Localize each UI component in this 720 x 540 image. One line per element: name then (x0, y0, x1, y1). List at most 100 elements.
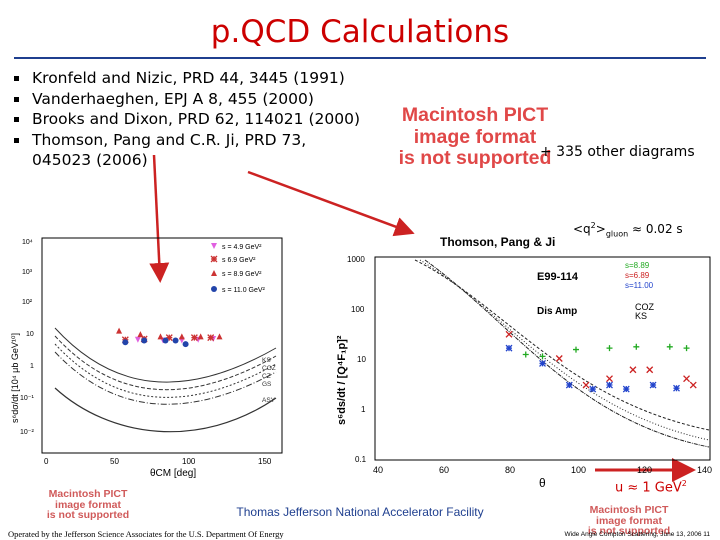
q2-value: ≈ 0.02 s (628, 222, 683, 236)
q2-sub: gluon (605, 229, 629, 239)
left-xtick-label: 0 (44, 457, 49, 466)
right-data-point (555, 355, 563, 362)
left-data-point (197, 333, 204, 340)
title-rule (14, 57, 706, 59)
right-data-point (666, 343, 673, 350)
footer-text: Wide Angle Compton Scattering, June 13, … (564, 531, 710, 538)
left-data-point (162, 337, 169, 344)
right-ytick-label: 10 (357, 355, 366, 364)
left-data-point (182, 341, 189, 348)
right-data-point (582, 381, 590, 389)
left-xtick-label: 50 (110, 457, 119, 466)
right-ytick-label: 100 (351, 305, 365, 314)
pict-line: is not supported (587, 525, 671, 537)
left-curve-label: KS (262, 357, 271, 364)
left-data-point (157, 333, 164, 340)
right-points (505, 330, 697, 393)
right-data-point (633, 343, 640, 350)
slide-title: p.QCD Calculations (210, 14, 510, 50)
operated-by: Operated by the Jefferson Science Associ… (8, 529, 284, 539)
left-data-point (190, 334, 198, 342)
left-xlabel: θCM [deg] (150, 468, 196, 479)
right-data-point (606, 345, 613, 352)
left-legend-entry: s = 11.0 GeV² (222, 287, 266, 294)
left-xtick-label: 100 (182, 457, 196, 466)
right-ylabel: s⁶ds/dt / [Q⁴F₁p]² (336, 335, 348, 425)
left-data-point (141, 337, 148, 344)
left-points (116, 327, 223, 348)
left-ytick-label: 10³ (22, 269, 33, 276)
u-value-sup: 2 (681, 479, 687, 488)
right-curve-ks (419, 259, 710, 441)
left-legend-marker (211, 243, 217, 249)
right-ytick-label: 0.1 (355, 455, 367, 464)
right-legend-entry: s=6.89 (625, 271, 650, 280)
right-data-point (565, 381, 573, 389)
right-data-point (649, 381, 657, 389)
list-item: Kronfeld and Nizic, PRD 44, 3445 (1991) (12, 68, 360, 89)
right-data-point (573, 346, 579, 353)
pict-line: is not supported (398, 147, 552, 169)
reference-list: Kronfeld and Nizic, PRD 44, 3445 (1991) … (12, 68, 360, 171)
left-curve-gs (54, 351, 277, 405)
pict-placeholder-right: Macintosh PICT image format is not suppo… (577, 505, 681, 537)
arrow-to-left-plot (149, 154, 170, 283)
right-data-point (505, 344, 513, 352)
left-ytick-label: 10⁴ (22, 239, 33, 246)
left-curve-label: GS (262, 381, 272, 388)
right-xtick-label: 60 (439, 465, 449, 475)
left-ytick-label: 10 (26, 331, 34, 338)
list-item: Vanderhaeghen, EPJ A 8, 455 (2000) (12, 89, 360, 110)
other-diagrams-note: + 335 other diagrams (540, 144, 695, 160)
pict-placeholder-left: Macintosh PICT image format is not suppo… (36, 489, 140, 521)
right-legend: s=8.89 s=6.89 s=11.00 (625, 261, 654, 290)
left-data-point (137, 331, 144, 338)
left-data-point (178, 333, 185, 340)
right-data-point (629, 366, 637, 374)
list-item: Brooks and Dixon, PRD 62, 114021 (2000) (12, 109, 360, 130)
right-chart-frame (374, 256, 711, 461)
right-data-point (522, 351, 529, 358)
pict-line: image format (55, 498, 121, 511)
left-legend-marker (211, 270, 217, 276)
left-data-point (116, 327, 123, 334)
right-curve-coz (414, 259, 710, 431)
left-data-point (122, 339, 129, 346)
right-xtick-label: 120 (637, 465, 652, 475)
left-legend-marker (210, 255, 218, 263)
right-chart-title: Thomson, Pang & Ji (440, 235, 555, 249)
right-xtick-label: 40 (373, 465, 383, 475)
u-value-text: u ≈ 1 GeV (615, 480, 682, 496)
left-curve-label: COZ (262, 365, 276, 372)
right-xtick-label: 100 (571, 465, 586, 475)
right-data-point (683, 375, 691, 383)
left-ytick-label: 10⁻² (20, 429, 34, 436)
right-data-point (505, 330, 513, 338)
left-xtick-label: 150 (258, 457, 272, 466)
q2-sup: 2 (590, 221, 596, 230)
right-legend-entry: s=8.89 (625, 261, 650, 270)
pict-line: Macintosh PICT (401, 104, 549, 126)
right-chart: Thomson, Pang & Ji 1000 100 10 1 0.1 40 … (336, 235, 712, 490)
left-curve-asy (54, 387, 277, 433)
pict-line: Macintosh PICT (589, 504, 669, 516)
right-data-point (539, 359, 546, 367)
q2-close: > (595, 222, 606, 236)
left-data-point (216, 333, 223, 340)
pict-line: image format (596, 514, 662, 527)
u-value-note: u ≈ 1 GeV2 (615, 479, 687, 495)
left-chart-frame (41, 237, 283, 454)
right-legend-entry: s=11.00 (625, 281, 654, 290)
right-curve-disamp (424, 259, 710, 448)
left-curve-coz (54, 335, 277, 391)
reference-text: Brooks and Dixon, PRD 62, 114021 (2000) (32, 110, 360, 128)
left-legend-entry: s 6.9 GeV² (222, 257, 256, 264)
right-annotation: E99-114 (537, 271, 579, 283)
left-legend-entry: s = 8.9 GeV² (222, 271, 262, 278)
right-annotation: KS (635, 311, 647, 321)
left-chart: 10⁴ 10³ 10² 10 1 10⁻¹ 10⁻² 0 50 100 150 … (10, 237, 283, 479)
gluon-q2-note: <q2>gluon ≈ 0.02 s (573, 221, 683, 238)
left-curve-label: CZ (262, 373, 271, 380)
left-legend: s = 4.9 GeV² s 6.9 GeV² s = 8.9 GeV² s =… (210, 243, 266, 294)
